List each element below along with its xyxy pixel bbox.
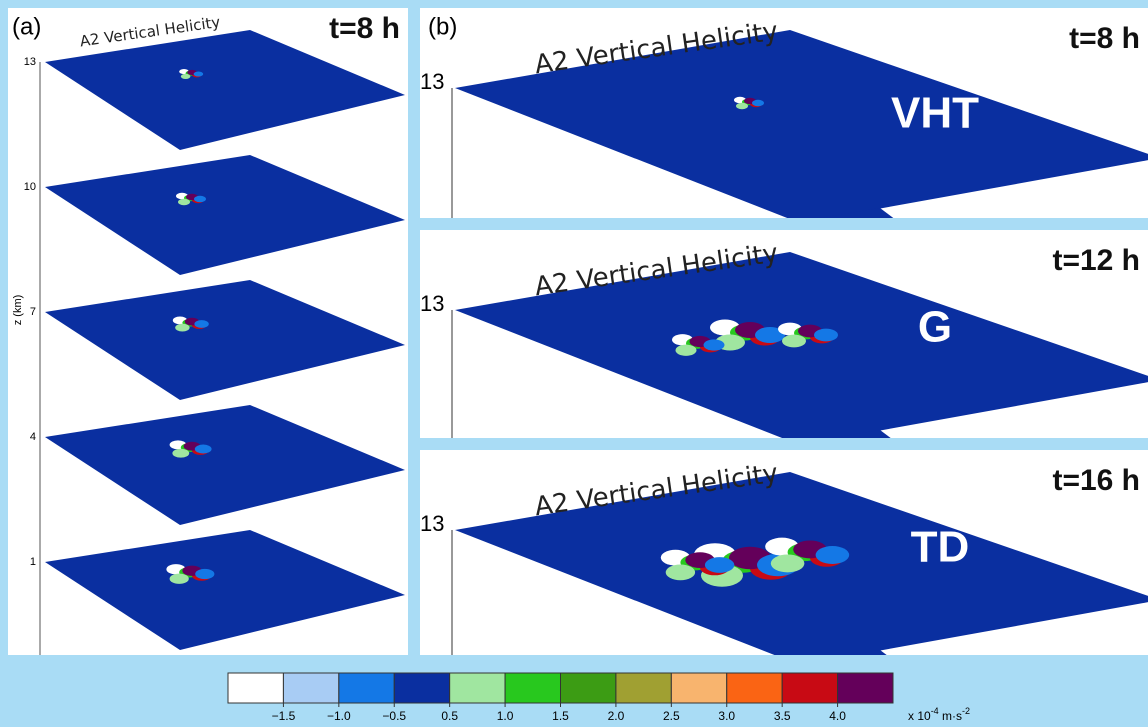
feature [675,344,697,356]
colorbar-unit: x 10-4 m·s-2 [908,706,970,723]
feature [755,327,785,343]
feature [180,73,191,79]
z-tick-label: 1 [30,556,36,568]
colorbar-swatch [670,672,728,704]
colorbar-swatch [282,672,340,704]
feature [172,448,190,458]
unit-part: m·s [939,709,962,723]
colorbar-tick-label: 2.0 [608,709,625,723]
feature [736,102,748,110]
time-label: t=8 h [1069,22,1140,55]
colorbar-tick-label: −0.5 [382,709,406,723]
stage-label: VHT [891,89,979,138]
feature [194,320,209,328]
feature [752,99,764,107]
unit-part: -2 [962,706,970,716]
colorbar-tick-label: 4.0 [829,709,846,723]
colorbar-tick-label: 3.0 [718,709,735,723]
panel-label: (a) [12,13,41,40]
feature [194,444,212,454]
plane [820,208,894,218]
colorbar-tick-label: 1.5 [552,709,569,723]
colorbar-swatch [560,672,617,704]
unit-part: -4 [931,706,939,716]
z-tick-label: 7 [30,306,36,318]
stage-label: G [918,303,952,352]
level-label: 13 [420,69,444,94]
colorbar-tick-label: −1.5 [272,709,296,723]
z-tick-label: 10 [24,181,36,193]
axis-label: z (km) [12,295,24,326]
level-label: 13 [420,511,444,536]
z-tick-label: 13 [24,56,36,68]
colorbar-tick-label: 0.5 [441,709,458,723]
colorbar-swatch [837,672,894,704]
colorbar-swatch [504,672,562,704]
feature [815,546,850,564]
colorbar-swatch [449,672,506,704]
plane [45,155,405,275]
plane [45,405,405,525]
colorbar-swatch [781,672,839,704]
time-label: t=12 h [1052,244,1140,277]
colorbar-tick-label: −1.0 [327,709,351,723]
plane [45,530,405,650]
colorbar-tick-label: 2.5 [663,709,680,723]
z-tick-label: 4 [30,431,36,443]
feature [169,573,189,584]
feature [704,557,735,573]
feature [665,564,696,581]
unit-part: x 10 [908,709,931,723]
plane [455,30,1148,218]
feature [193,71,204,77]
colorbar-swatch [227,672,284,704]
colorbar-tick-label: 3.5 [774,709,791,723]
colorbar-swatch [726,672,783,704]
colorbar-swatch [338,672,395,704]
feature [770,554,805,573]
plane [850,650,887,655]
panel-label: (b) [428,13,457,40]
plane [45,30,405,150]
time-label: t=8 h [329,12,400,45]
level-label: 13 [420,291,444,316]
colorbar-swatch [393,672,451,704]
feature [195,568,215,580]
time-label: t=16 h [1052,464,1140,497]
stage-label: TD [911,523,970,572]
colorbar-tick-label: 1.0 [497,709,514,723]
plane [45,280,405,400]
feature [178,198,190,206]
colorbar-swatch [615,672,672,704]
feature [175,323,190,332]
feature [814,328,838,342]
plane [832,430,891,438]
feature [703,339,725,351]
feature [782,334,806,348]
feature [194,195,206,203]
